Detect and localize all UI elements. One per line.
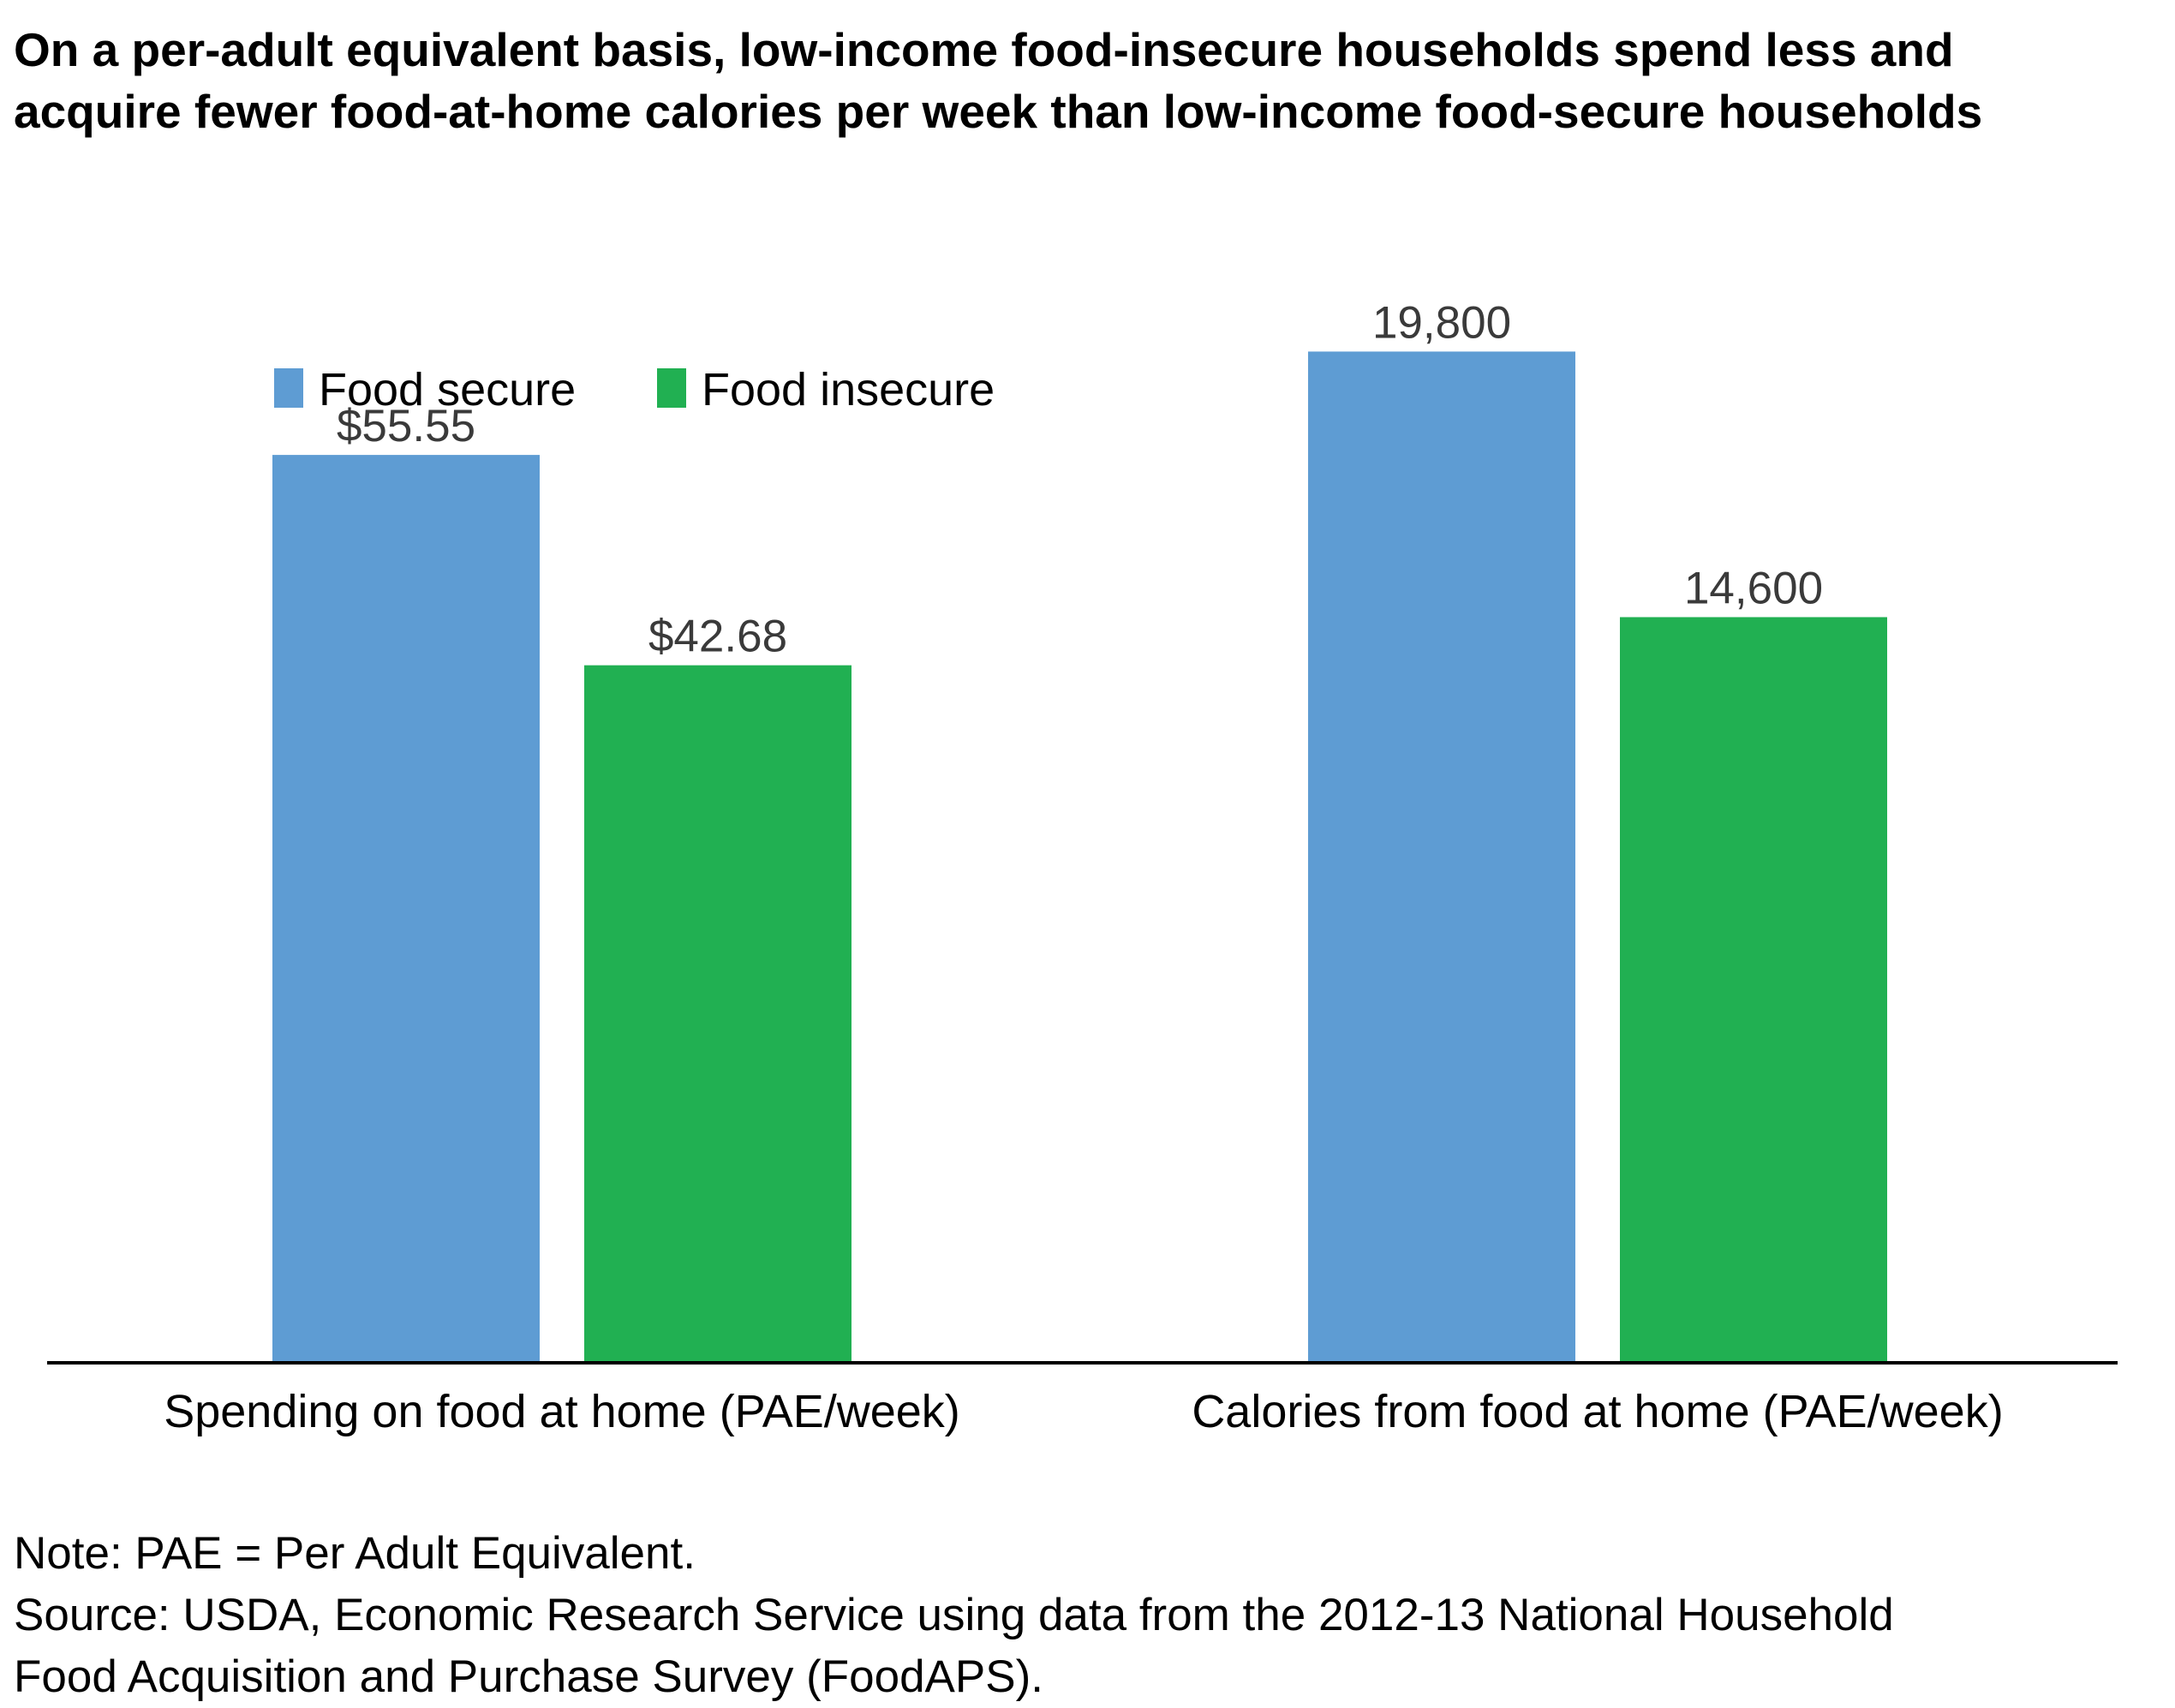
data-label-spending-food-insecure: $42.68 xyxy=(648,612,787,662)
legend-swatch-food-insecure xyxy=(657,368,686,408)
data-labels-layer: $55.55 $42.68 19,800 14,600 xyxy=(337,297,1823,661)
bars-layer xyxy=(272,351,1887,1364)
bar-spending-food-secure xyxy=(272,455,540,1364)
bar-spending-food-insecure xyxy=(584,665,851,1363)
bar-calories-food-insecure xyxy=(1620,617,1887,1363)
data-label-calories-food-insecure: 14,600 xyxy=(1684,563,1823,613)
chart-title: On a per-adult equivalent basis, low-inc… xyxy=(14,19,2155,142)
bar-calories-food-secure xyxy=(1308,351,1575,1363)
note-text: Note: PAE = Per Adult Equivalent. xyxy=(14,1528,696,1579)
category-label-calories: Calories from food at home (PAE/week) xyxy=(1192,1386,2003,1437)
category-label-spending: Spending on food at home (PAE/week) xyxy=(164,1386,960,1437)
legend: Food secure Food insecure xyxy=(274,364,995,415)
source-text-line-1: Source: USDA, Economic Research Service … xyxy=(14,1590,1894,1640)
data-label-spending-food-secure: $55.55 xyxy=(337,401,475,451)
chart-notes: Note: PAE = Per Adult Equivalent. Source… xyxy=(14,1523,2155,1708)
legend-swatch-food-secure xyxy=(274,368,303,408)
legend-label-food-secure: Food secure xyxy=(319,364,576,415)
category-labels-layer: Spending on food at home (PAE/week) Calor… xyxy=(164,1386,2003,1437)
legend-label-food-insecure: Food insecure xyxy=(702,364,995,415)
chart-title-line-1: On a per-adult equivalent basis, low-inc… xyxy=(14,23,1954,76)
chart-title-line-2: acquire fewer food-at-home calories per … xyxy=(14,85,1983,138)
source-text-line-2: Food Acquisition and Purchase Survey (Fo… xyxy=(14,1651,1043,1702)
data-label-calories-food-secure: 19,800 xyxy=(1372,297,1511,348)
